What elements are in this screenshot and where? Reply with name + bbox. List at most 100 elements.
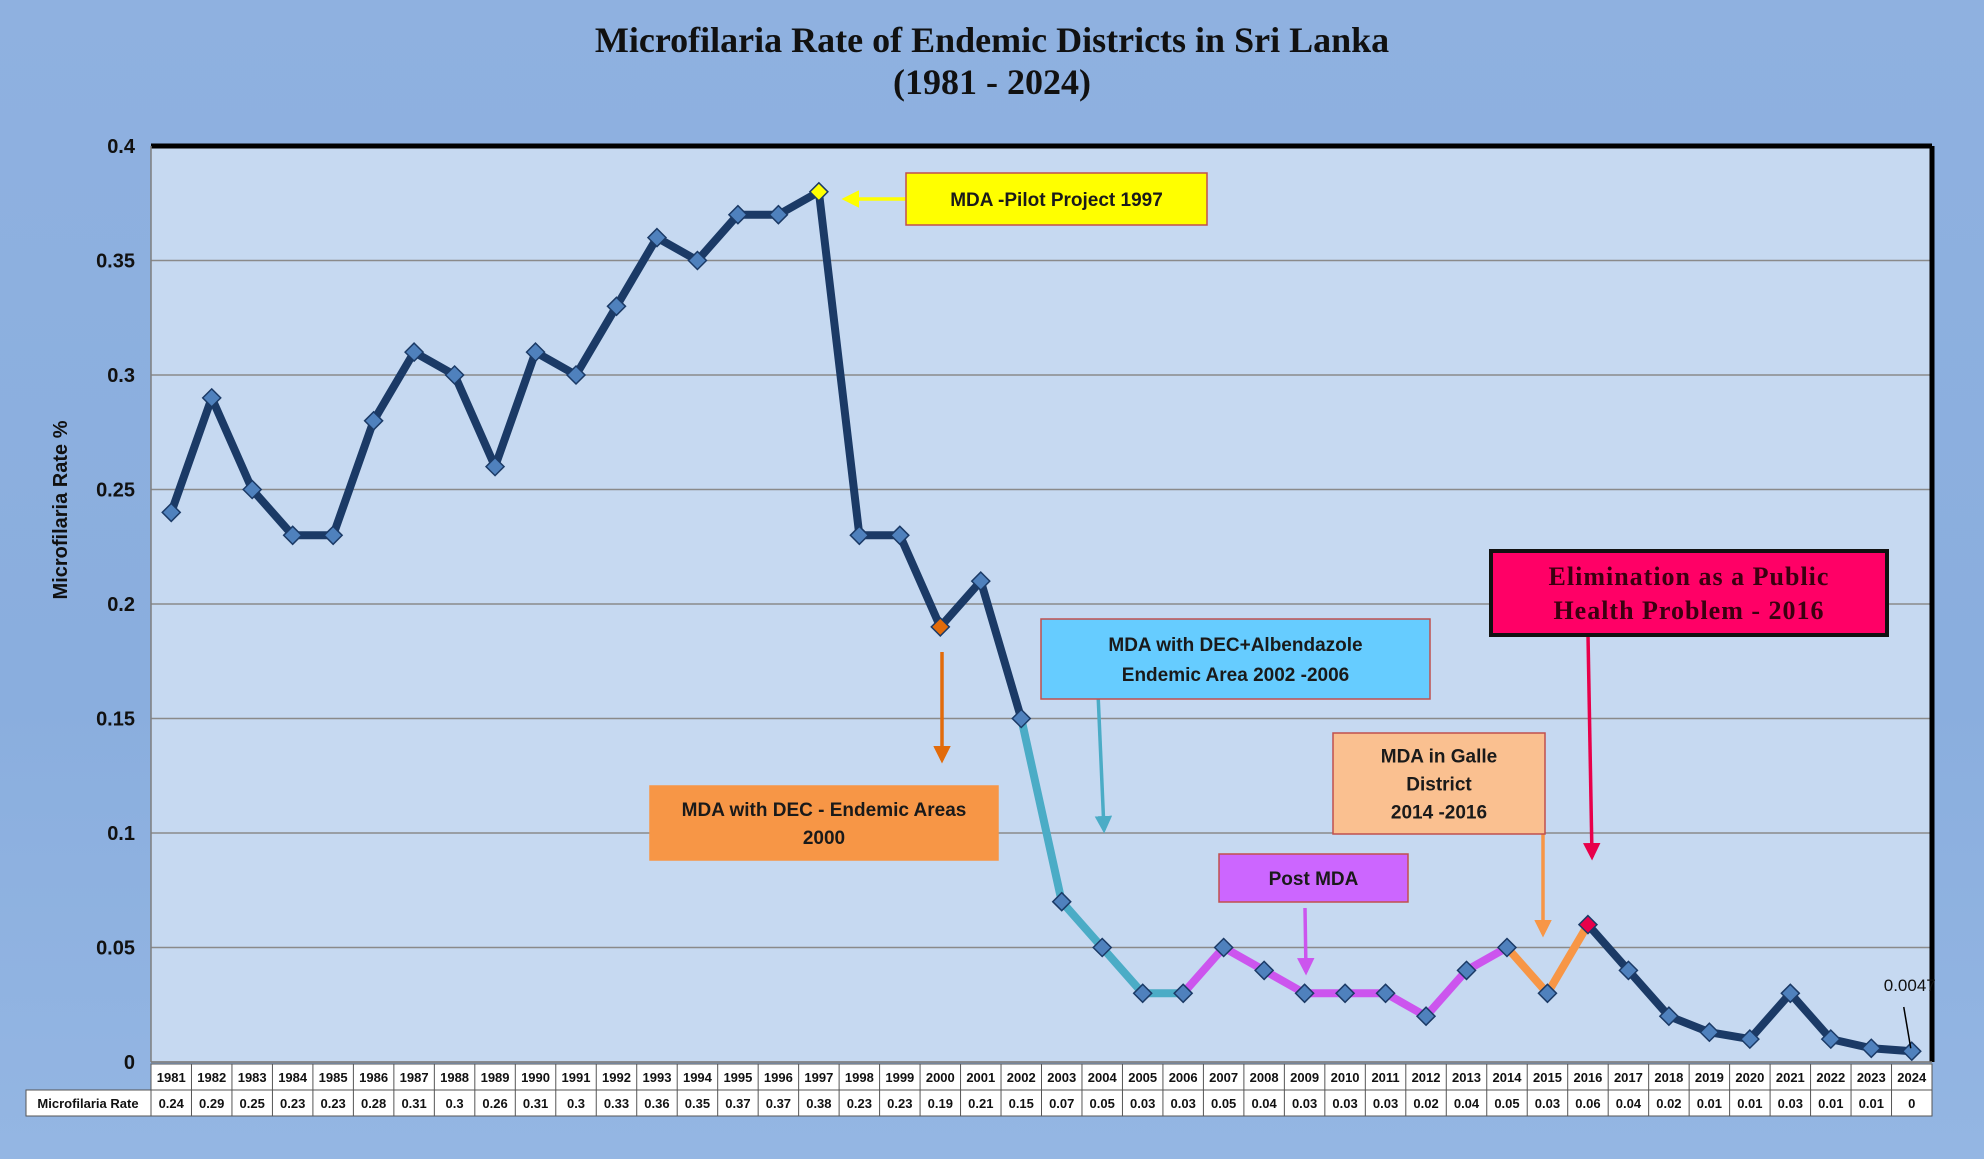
series-line-segment — [814, 187, 864, 540]
table-value-cell: 0.21 — [968, 1096, 993, 1111]
table-year-cell: 1996 — [764, 1070, 793, 1085]
y-tick-label: 0.1 — [107, 823, 135, 845]
table-value-cell: 0.37 — [725, 1096, 750, 1111]
y-tick-label: 0.35 — [96, 251, 135, 273]
y-tick-label: 0.4 — [107, 136, 136, 158]
series-line-segment — [1624, 966, 1673, 1021]
series-line-segment — [572, 302, 621, 379]
table-year-cell: 1992 — [602, 1070, 631, 1085]
data-point-1994 — [687, 250, 708, 271]
annotation-elimination: Elimination as a Public Health Problem - … — [1489, 549, 1889, 861]
table-year-cell: 1995 — [723, 1070, 752, 1085]
data-point-1999 — [889, 525, 910, 546]
series-line-segment — [612, 233, 661, 311]
table-year-cell: 2020 — [1735, 1070, 1764, 1085]
series-line-segment — [976, 577, 1026, 723]
data-point-2001 — [970, 571, 991, 592]
table-year-cell: 2008 — [1250, 1070, 1279, 1085]
table-year-cell: 1981 — [157, 1070, 186, 1085]
table-year-cell: 2024 — [1897, 1070, 1927, 1085]
table-value-cell: 0.01 — [1818, 1096, 1843, 1111]
table-value-cell: 0.23 — [887, 1096, 912, 1111]
data-point-2014 — [1496, 937, 1518, 958]
data-point-2024 — [1901, 1041, 1922, 1062]
table-year-cell: 2007 — [1209, 1070, 1238, 1085]
table-value-cell: 0.19 — [928, 1096, 953, 1111]
data-point-1982 — [201, 387, 222, 408]
table-year-cell: 2016 — [1573, 1070, 1602, 1085]
table-value-cell: 0.24 — [159, 1096, 185, 1111]
data-point-1988 — [444, 364, 465, 386]
table-value-cell: 0.03 — [1292, 1096, 1317, 1111]
data-point-2000 — [930, 616, 951, 637]
data-point-2008 — [1254, 960, 1275, 981]
series-line-segment — [1745, 989, 1795, 1044]
annotation-postmda: Post MDA — [1218, 853, 1409, 976]
table-value-cell: 0.05 — [1090, 1096, 1115, 1111]
data-point-2016 — [1577, 914, 1599, 935]
table-year-cell: 2006 — [1169, 1070, 1198, 1085]
annotation-text: Health Problem - 2016 — [1553, 596, 1824, 625]
series-line-segment — [167, 393, 216, 517]
table-value-cell: 0.33 — [604, 1096, 629, 1111]
table-year-cell: 2011 — [1371, 1070, 1399, 1085]
y-tick-label: 0.15 — [96, 709, 135, 731]
annotation-text: District — [1406, 775, 1472, 796]
table-year-cell: 1999 — [885, 1070, 914, 1085]
annotation-text: MDA -Pilot Project 1997 — [950, 190, 1163, 211]
data-point-2004 — [1092, 937, 1113, 958]
table-year-cell: 1983 — [238, 1070, 267, 1085]
table-year-cell: 2017 — [1614, 1070, 1643, 1085]
data-point-2009 — [1294, 983, 1315, 1004]
plot-area: 0 0.05 0.1 0.15 0.2 0.25 0.3 0.35 0.4 Microfilari… — [25, 136, 1936, 1117]
series-line-segment — [207, 393, 257, 494]
annotation-text: Endemic Area 2002 -2006 — [1122, 665, 1349, 686]
data-point-2006 — [1173, 983, 1194, 1004]
table-year-cell: 2021 — [1776, 1070, 1805, 1085]
series-line-segment — [1786, 989, 1835, 1044]
table-value-cell: 0.23 — [320, 1096, 345, 1111]
data-point-1990 — [525, 342, 546, 363]
series-line-segment — [1017, 714, 1066, 906]
table-year-cell: 2019 — [1695, 1070, 1724, 1085]
table-year-cell: 2018 — [1654, 1070, 1683, 1085]
series-line-segment — [410, 348, 459, 379]
table-year-cell: 2009 — [1290, 1070, 1319, 1085]
annotation-box — [1489, 549, 1889, 637]
annotation-albendazole: MDA with DEC+Albendazole Endemic Area 200… — [1040, 618, 1431, 834]
table-value-cell: 0 — [1908, 1096, 1915, 1111]
table-value-cell: 0.03 — [1332, 1096, 1357, 1111]
annotation-text: 2014 -2016 — [1391, 803, 1487, 824]
table-year-cell: 1998 — [845, 1070, 874, 1085]
data-point-2018 — [1658, 1006, 1679, 1027]
table-year-cell: 1993 — [643, 1070, 672, 1085]
data-point-1989 — [484, 456, 506, 477]
series-line-segment — [1098, 943, 1147, 998]
data-point-1987 — [404, 342, 425, 363]
table-year-cell: 2010 — [1331, 1070, 1360, 1085]
table-value-cell: 0.29 — [199, 1096, 224, 1111]
table-year-cell: 2000 — [926, 1070, 955, 1085]
y-tick-label: 0 — [124, 1052, 135, 1074]
annotation-text: Elimination as a Public — [1549, 562, 1830, 591]
table-value-cell: 0.23 — [280, 1096, 305, 1111]
series-line-segment — [774, 187, 823, 219]
series-line-segment — [895, 531, 945, 631]
data-point-1986 — [363, 410, 384, 431]
table-value-cell: 0.3 — [446, 1096, 464, 1111]
series-line-segment — [936, 577, 985, 631]
table-value-cell: 0.02 — [1656, 1096, 1681, 1111]
table-value-cell: 0.23 — [847, 1096, 872, 1111]
table-year-cell: 1989 — [481, 1070, 510, 1085]
table-value-cell: 0.06 — [1575, 1096, 1600, 1111]
data-point-1991 — [565, 364, 587, 386]
series-line-segment — [491, 348, 540, 471]
data-point-2011 — [1375, 983, 1396, 1004]
series-line-segment — [652, 233, 702, 265]
data-table: Microfilaria Rate 1981 0.24 1982 0.29 1983 0.2… — [25, 1063, 1933, 1117]
point-label-2024: 0.0047 — [1884, 976, 1936, 995]
annotation-text: Post MDA — [1269, 869, 1359, 890]
table-value-cell: 0.04 — [1251, 1096, 1277, 1111]
table-row-label: Microfilaria Rate — [37, 1096, 138, 1111]
table-value-cell: 0.05 — [1211, 1096, 1236, 1111]
